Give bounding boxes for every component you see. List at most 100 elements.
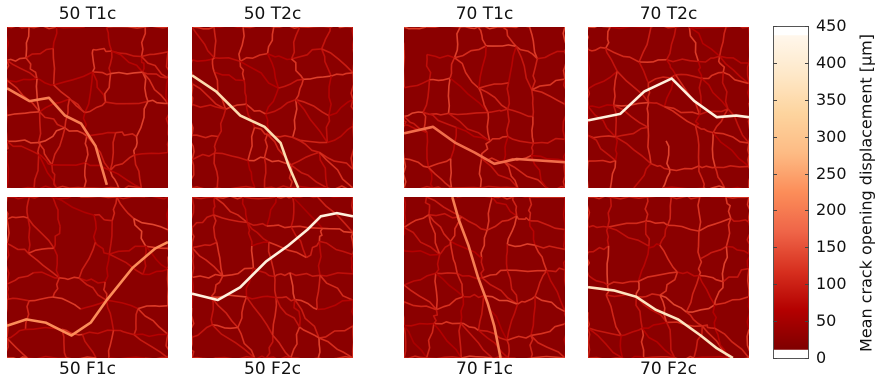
crack — [192, 27, 215, 59]
crack — [142, 71, 168, 79]
crack — [56, 27, 85, 29]
crack — [702, 324, 715, 330]
crack — [133, 136, 138, 156]
crack — [665, 59, 677, 76]
crack — [698, 165, 716, 169]
crack — [290, 27, 301, 60]
crack — [266, 197, 277, 227]
crack — [78, 277, 107, 301]
crack — [404, 325, 407, 358]
crack — [7, 328, 26, 339]
crack — [328, 75, 332, 116]
crack — [133, 154, 143, 188]
crack — [294, 299, 320, 339]
crack — [460, 322, 493, 358]
crack — [531, 355, 565, 358]
crack — [350, 99, 353, 127]
crack — [140, 56, 145, 73]
crack — [404, 272, 437, 286]
crack — [192, 277, 194, 308]
crack — [404, 79, 430, 89]
crack — [662, 169, 671, 188]
crack — [588, 49, 591, 89]
crack — [610, 197, 648, 200]
crack — [693, 355, 729, 358]
crack — [747, 142, 749, 167]
crack — [192, 186, 218, 188]
crack — [609, 160, 617, 188]
crack — [106, 27, 146, 29]
crack — [263, 134, 269, 159]
crack — [276, 296, 295, 302]
crack — [610, 27, 652, 30]
crack — [86, 131, 116, 137]
crack — [214, 56, 241, 63]
major-crack — [7, 87, 109, 186]
crack — [721, 72, 729, 110]
crack — [697, 231, 701, 260]
crack — [94, 241, 110, 255]
crack — [29, 197, 53, 199]
panel-title: 70 T2c — [639, 4, 698, 24]
crack — [648, 74, 677, 84]
crack — [698, 275, 716, 306]
crack — [239, 60, 279, 89]
crack — [563, 78, 565, 105]
crack — [486, 44, 517, 48]
panel-title: 70 F1c — [456, 359, 513, 379]
crack — [563, 229, 565, 250]
crack — [64, 127, 88, 137]
crack — [242, 197, 277, 200]
crack — [635, 281, 640, 297]
crack — [25, 47, 54, 59]
crack — [290, 185, 328, 188]
crack — [644, 220, 651, 247]
crack — [722, 71, 749, 85]
crack — [351, 27, 353, 49]
crack — [7, 272, 35, 285]
crack — [52, 277, 61, 298]
crack — [453, 27, 461, 58]
crack — [52, 27, 58, 49]
crack-map-panel — [588, 27, 749, 188]
crack — [318, 355, 353, 358]
crack — [460, 27, 479, 30]
crack — [245, 103, 266, 115]
crack — [105, 100, 149, 105]
crack — [615, 126, 649, 138]
crack — [38, 153, 53, 166]
crack — [247, 127, 256, 161]
crack — [478, 27, 503, 30]
crack — [24, 300, 30, 330]
crack — [699, 274, 724, 283]
crack — [712, 108, 729, 134]
crack — [147, 99, 168, 105]
crack — [51, 161, 86, 166]
major-crack — [192, 211, 353, 302]
crack — [638, 271, 678, 283]
crack — [715, 165, 749, 169]
crack — [428, 214, 452, 242]
colorbar-tick-label: 300 — [816, 126, 847, 146]
crack — [507, 108, 533, 118]
crack — [241, 197, 249, 223]
crack — [725, 217, 732, 247]
crack — [546, 267, 565, 273]
crack — [142, 246, 147, 275]
crack — [192, 324, 213, 338]
crack — [213, 214, 248, 224]
crack — [685, 275, 700, 313]
crack — [299, 326, 320, 339]
crack — [688, 27, 721, 57]
crack — [166, 133, 168, 153]
crack — [562, 27, 565, 52]
crack — [192, 214, 214, 229]
crack — [238, 27, 245, 62]
crack — [450, 240, 483, 259]
crack — [51, 164, 58, 188]
crack — [646, 102, 650, 128]
crack — [724, 186, 749, 188]
crack — [318, 325, 353, 339]
crack — [669, 165, 700, 172]
crack — [588, 274, 609, 286]
